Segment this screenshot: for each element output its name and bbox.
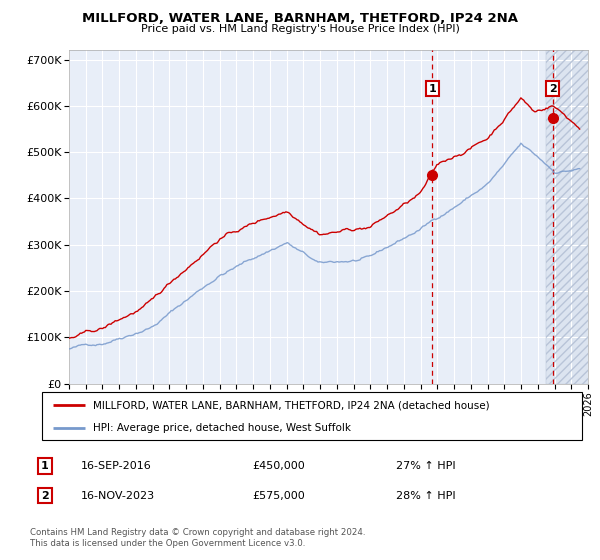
Text: 16-SEP-2016: 16-SEP-2016 xyxy=(81,461,152,471)
Text: 1: 1 xyxy=(428,83,436,94)
Text: This data is licensed under the Open Government Licence v3.0.: This data is licensed under the Open Gov… xyxy=(30,539,305,548)
Text: 16-NOV-2023: 16-NOV-2023 xyxy=(81,491,155,501)
Text: 2: 2 xyxy=(548,83,556,94)
Text: Contains HM Land Registry data © Crown copyright and database right 2024.: Contains HM Land Registry data © Crown c… xyxy=(30,528,365,536)
Text: MILLFORD, WATER LANE, BARNHAM, THETFORD, IP24 2NA (detached house): MILLFORD, WATER LANE, BARNHAM, THETFORD,… xyxy=(94,400,490,410)
Text: 27% ↑ HPI: 27% ↑ HPI xyxy=(396,461,455,471)
Text: 2: 2 xyxy=(41,491,49,501)
Text: £575,000: £575,000 xyxy=(252,491,305,501)
Text: £450,000: £450,000 xyxy=(252,461,305,471)
Bar xyxy=(546,50,596,384)
Text: HPI: Average price, detached house, West Suffolk: HPI: Average price, detached house, West… xyxy=(94,423,352,433)
Text: 1: 1 xyxy=(41,461,49,471)
Bar xyxy=(546,50,596,384)
Text: 28% ↑ HPI: 28% ↑ HPI xyxy=(396,491,455,501)
Text: MILLFORD, WATER LANE, BARNHAM, THETFORD, IP24 2NA: MILLFORD, WATER LANE, BARNHAM, THETFORD,… xyxy=(82,12,518,25)
Text: Price paid vs. HM Land Registry's House Price Index (HPI): Price paid vs. HM Land Registry's House … xyxy=(140,24,460,34)
